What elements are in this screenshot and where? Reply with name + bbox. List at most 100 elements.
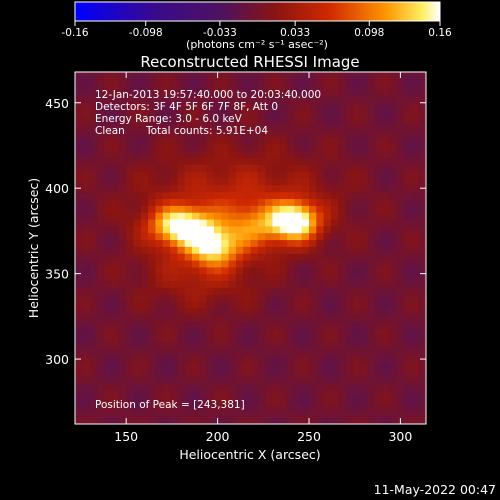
heatmap-pixel [89, 246, 98, 254]
heatmap-pixel [126, 198, 135, 206]
heatmap-pixel [287, 184, 295, 193]
heatmap-pixel [148, 253, 157, 261]
heatmap-pixel [148, 75, 157, 83]
heatmap-pixel [367, 116, 376, 124]
heatmap-pixel [104, 225, 113, 234]
heatmap-pixel [213, 266, 222, 275]
heatmap-pixel [250, 321, 259, 329]
heatmap-pixel [177, 396, 186, 405]
heatmap-pixel [382, 212, 391, 220]
heatmap-pixel [360, 287, 369, 295]
heatmap-pixel [396, 177, 405, 186]
heatmap-pixel [330, 191, 339, 200]
heatmap-pixel [89, 417, 98, 424]
heatmap-pixel [126, 321, 135, 329]
heatmap-pixel [96, 348, 105, 357]
heatmap-pixel [221, 164, 230, 172]
heatmap-pixel [140, 417, 149, 424]
heatmap-pixel [323, 376, 332, 384]
heatmap-pixel [411, 287, 420, 295]
heatmap-pixel [162, 266, 171, 275]
heatmap-pixel [352, 218, 361, 227]
heatmap-pixel [309, 266, 317, 275]
heatmap-pixel [345, 369, 354, 377]
heatmap-pixel [184, 123, 193, 131]
heatmap-pixel [309, 376, 317, 384]
heatmap-pixel [89, 355, 98, 364]
heatmap-pixel [155, 184, 164, 193]
heatmap-pixel [265, 417, 274, 424]
heatmap-pixel [104, 307, 113, 316]
heatmap-pixel [140, 294, 149, 302]
heatmap-pixel [330, 239, 339, 247]
heatmap-pixel [148, 294, 157, 302]
heatmap-pixel [404, 198, 412, 206]
heatmap-pixel [228, 184, 237, 193]
heatmap-pixel [177, 314, 186, 323]
heatmap-pixel [243, 150, 252, 159]
heatmap-pixel [82, 239, 91, 247]
heatmap-pixel [75, 341, 83, 350]
heatmap-pixel [272, 328, 281, 336]
heatmap-pixel [287, 280, 295, 288]
heatmap-pixel [360, 382, 369, 391]
heatmap-pixel [118, 198, 127, 206]
heatmap-pixel [396, 321, 405, 329]
heatmap-pixel [404, 321, 412, 329]
heatmap-pixel [235, 369, 244, 377]
heatmap-pixel [257, 328, 266, 336]
heatmap-pixel [104, 95, 113, 104]
heatmap-pixel [301, 198, 310, 206]
heatmap-pixel [162, 259, 171, 268]
heatmap-pixel [228, 341, 237, 350]
heatmap-pixel [294, 280, 303, 288]
heatmap-pixel [140, 362, 149, 370]
heatmap-pixel [404, 266, 412, 275]
heatmap-pixel [411, 184, 420, 193]
heatmap-pixel [177, 218, 186, 227]
heatmap-pixel [162, 198, 171, 206]
heatmap-pixel [148, 321, 157, 329]
heatmap-pixel [111, 294, 120, 302]
heatmap-pixel [170, 280, 178, 288]
heatmap-pixel [235, 294, 244, 302]
heatmap-pixel [199, 218, 208, 227]
heatmap-pixel [404, 417, 412, 424]
heatmap-pixel [177, 75, 186, 83]
heatmap-pixel [287, 239, 295, 247]
heatmap-pixel [418, 300, 426, 309]
heatmap-pixel [265, 102, 274, 111]
heatmap-pixel [272, 239, 281, 247]
heatmap-pixel [111, 157, 120, 165]
heatmap-pixel [140, 266, 149, 275]
heatmap-pixel [309, 157, 317, 165]
heatmap-pixel [360, 232, 369, 241]
heatmap-pixel [294, 403, 303, 411]
heatmap-pixel [294, 314, 303, 323]
heatmap-image [75, 72, 426, 424]
heatmap-pixel [243, 410, 252, 418]
heatmap-pixel [104, 164, 113, 172]
heatmap-pixel [309, 307, 317, 316]
heatmap-pixel [126, 389, 135, 398]
heatmap-pixel [374, 287, 383, 295]
heatmap-pixel [228, 136, 237, 145]
heatmap-pixel [96, 341, 105, 350]
heatmap-pixel [184, 136, 193, 145]
heatmap-pixel [162, 300, 171, 309]
heatmap-pixel [75, 218, 83, 227]
heatmap-pixel [272, 232, 281, 241]
heatmap-pixel [75, 417, 83, 424]
heatmap-pixel [104, 130, 113, 138]
heatmap-pixel [89, 136, 98, 145]
heatmap-pixel [221, 266, 230, 275]
heatmap-pixel [338, 273, 347, 282]
heatmap-pixel [360, 294, 369, 302]
heatmap-pixel [382, 225, 391, 234]
heatmap-pixel [418, 266, 426, 275]
heatmap-pixel [221, 95, 230, 104]
heatmap-pixel [404, 150, 412, 159]
heatmap-pixel [96, 314, 105, 323]
heatmap-pixel [250, 136, 259, 145]
heatmap-pixel [323, 123, 332, 131]
